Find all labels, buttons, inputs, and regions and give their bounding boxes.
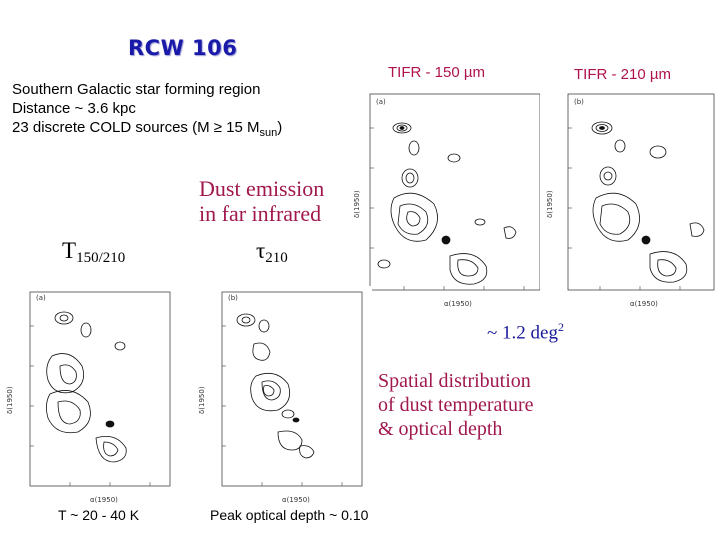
tau-symbol: τ bbox=[256, 238, 266, 263]
t-subscript: 150/210 bbox=[76, 250, 126, 266]
spatial-line-3: & optical depth bbox=[378, 418, 503, 440]
panel-tau-b-label: (b) bbox=[228, 294, 238, 302]
dec-axis-label: δ(1950) bbox=[354, 190, 361, 218]
peak-optical-depth-label: Peak optical depth ~ 0.10 bbox=[210, 507, 369, 523]
spatial-distribution-label: Spatial distribution of dust temperature… bbox=[378, 369, 534, 441]
intro-line-sources: 23 discrete COLD sources (M ≥ 15 Msun) bbox=[12, 118, 282, 143]
tifr-210-label: TIFR - 210 µm bbox=[574, 66, 671, 83]
ra-axis-label: α(1950) bbox=[444, 300, 472, 308]
tifr-210-contour-map: (b) δ(1950) α(1950) bbox=[540, 88, 720, 310]
ra-axis-label-b: α(1950) bbox=[630, 300, 658, 308]
tifr-150-contour-map: (a) δ(1950) α(1950) bbox=[354, 88, 546, 310]
intro-line-region: Southern Galactic star forming region bbox=[12, 81, 261, 98]
dec-axis-label-b: δ(1950) bbox=[546, 190, 554, 218]
dust-emission-label: Dust emission in far infrared bbox=[199, 176, 324, 226]
intro-line-distance: Distance ~ 3.6 kpc bbox=[12, 100, 136, 117]
dust-line-1: Dust emission bbox=[199, 176, 325, 201]
intro-text: Southern Galactic star forming region Di… bbox=[12, 80, 282, 143]
slide-title: RCW 106 bbox=[128, 36, 238, 60]
tau-subscript: 210 bbox=[265, 250, 288, 266]
panel-b-label: (b) bbox=[574, 98, 584, 106]
spatial-line-2: of dust temperature bbox=[378, 394, 534, 416]
dust-line-2: in far infrared bbox=[199, 201, 322, 226]
dec-axis-label-tau: δ(1950) bbox=[198, 386, 206, 414]
spatial-line-1: Spatial distribution bbox=[378, 370, 531, 392]
temperature-ratio-symbol: T150/210 bbox=[62, 238, 125, 267]
t-symbol: T bbox=[62, 238, 77, 263]
tifr-150-label: TIFR - 150 µm bbox=[388, 64, 485, 81]
temperature-range-label: T ~ 20 - 40 K bbox=[58, 507, 140, 523]
area-superscript: 2 bbox=[557, 320, 564, 334]
area-label: ~ 1.2 deg2 bbox=[487, 320, 564, 344]
dec-axis-label-t: δ(1950) bbox=[6, 386, 14, 414]
sources-text: 23 discrete COLD sources (M ≥ 15 M bbox=[12, 119, 260, 136]
sources-close: ) bbox=[277, 119, 283, 136]
temperature-contour-map: (a) δ(1950) α(1950) bbox=[0, 286, 180, 506]
ra-axis-label-tau: α(1950) bbox=[282, 496, 310, 504]
optical-depth-contour-map: (b) δ(1950) α(1950) bbox=[192, 286, 372, 506]
ra-axis-label-t: α(1950) bbox=[90, 496, 118, 504]
panel-a-label: (a) bbox=[376, 98, 386, 106]
area-text: ~ 1.2 deg bbox=[487, 322, 558, 344]
sources-subscript: sun bbox=[259, 127, 278, 139]
panel-t-a-label: (a) bbox=[36, 294, 46, 302]
optical-depth-symbol: τ210 bbox=[256, 238, 288, 267]
